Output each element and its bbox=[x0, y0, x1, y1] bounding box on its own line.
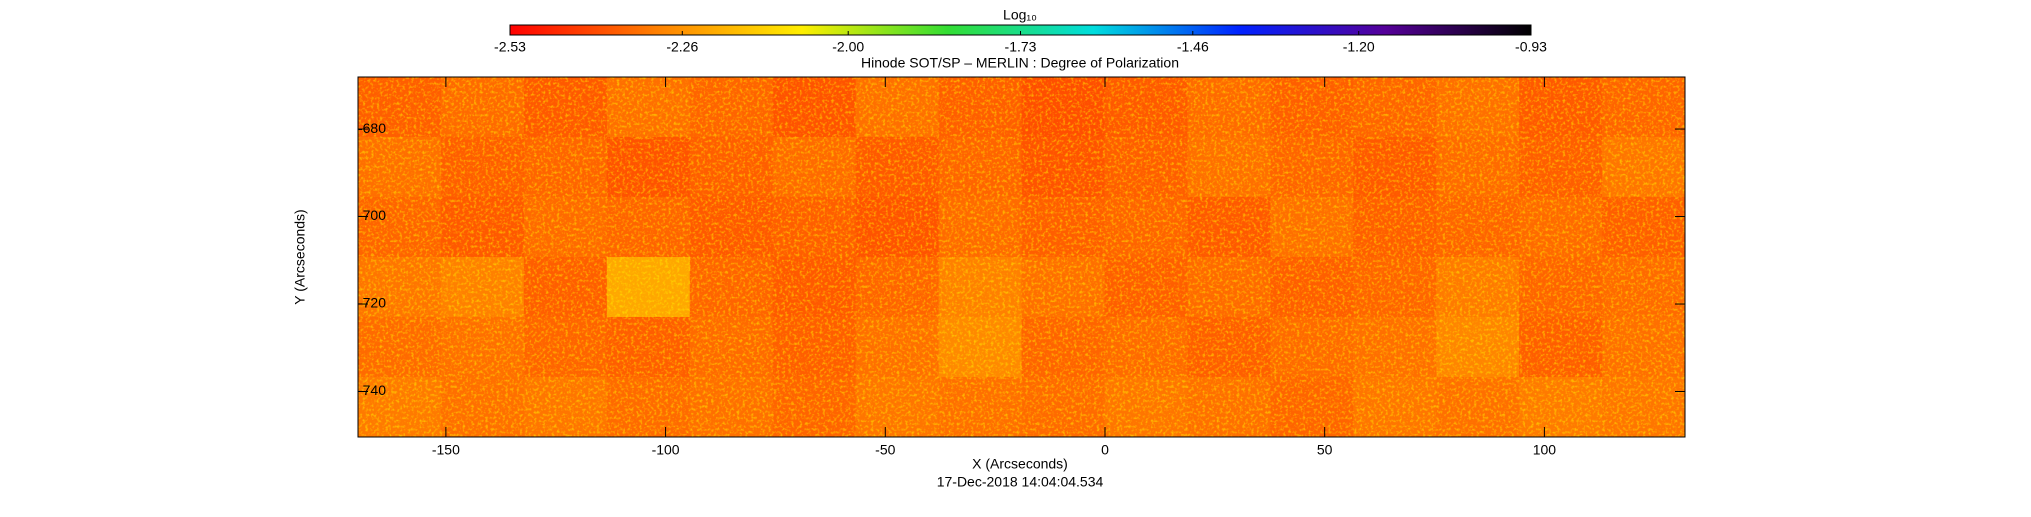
colorbar-tick-label: -0.93 bbox=[1515, 39, 1547, 55]
x-tick-label: -50 bbox=[875, 442, 895, 458]
colorbar-label: Log₁₀ bbox=[1003, 7, 1037, 23]
footer-date: 17-Dec-2018 14:04:04.534 bbox=[937, 474, 1104, 490]
x-axis-label: X (Arcseconds) bbox=[972, 456, 1068, 472]
plot-frame bbox=[357, 76, 1686, 438]
x-tick-label: 100 bbox=[1533, 442, 1557, 458]
x-tick-label: 0 bbox=[1101, 442, 1109, 458]
colorbar-tick-label: -2.53 bbox=[494, 39, 526, 55]
texture bbox=[358, 77, 1685, 437]
chart-title: Hinode SOT/SP – MERLIN : Degree of Polar… bbox=[861, 55, 1179, 71]
y-tick-label: -720 bbox=[358, 295, 386, 311]
y-tick-label: -700 bbox=[358, 207, 386, 223]
colorbar-tick-label: -2.26 bbox=[666, 39, 698, 55]
x-tick-label: 50 bbox=[1317, 442, 1333, 458]
colorbar-tick-label: -2.00 bbox=[832, 39, 864, 55]
y-axis-label: Y (Arcseconds) bbox=[292, 209, 308, 304]
y-tick-label: -680 bbox=[358, 120, 386, 136]
colorbar-tick-label: -1.46 bbox=[1177, 39, 1209, 55]
colorbar-tick-label: -1.73 bbox=[1005, 39, 1037, 55]
y-tick-label: -740 bbox=[358, 382, 386, 398]
x-tick-label: -100 bbox=[652, 442, 680, 458]
x-tick-label: -150 bbox=[432, 442, 460, 458]
colorbar-tick-label: -1.20 bbox=[1343, 39, 1375, 55]
